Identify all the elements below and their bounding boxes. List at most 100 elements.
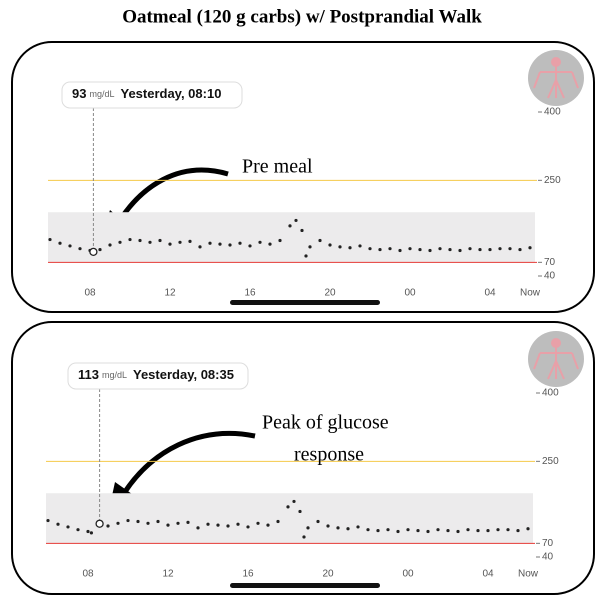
data-point [316, 519, 320, 524]
data-point [528, 246, 532, 250]
data-point [318, 238, 322, 243]
data-point [256, 521, 260, 525]
data-point [446, 528, 450, 533]
data-point [186, 520, 190, 524]
data-point [218, 242, 222, 246]
data-point [508, 247, 512, 251]
data-point [286, 505, 290, 509]
data-point [248, 244, 252, 248]
data-point [428, 248, 432, 253]
data-point [386, 528, 390, 532]
data-point [98, 247, 102, 252]
data-point [166, 523, 170, 527]
y-tick-label: 40 [544, 271, 556, 282]
tooltip-part: mg/dL [102, 370, 127, 380]
annotation: Pre meal [242, 156, 313, 178]
data-point [196, 526, 200, 530]
tooltip-part: 113 [78, 367, 99, 382]
data-point [106, 524, 110, 528]
data-point [136, 519, 140, 524]
tooltip-part: mg/dL [89, 89, 114, 99]
data-point [336, 526, 340, 530]
data-point [300, 228, 304, 233]
tooltip-part: Yesterday, 08:35 [133, 367, 234, 382]
data-point [506, 528, 510, 532]
data-point [388, 247, 392, 251]
tooltip-part: Yesterday, 08:10 [120, 86, 221, 101]
data-point [46, 518, 50, 523]
data-point [308, 245, 312, 249]
y-tick-label: 70 [544, 257, 556, 268]
data-point [128, 237, 132, 242]
x-tick-label: 20 [322, 569, 334, 580]
data-point [146, 521, 150, 525]
data-point [488, 247, 492, 252]
data-point [95, 519, 104, 528]
data-point [306, 526, 310, 530]
y-tick-label: 250 [544, 175, 561, 186]
x-tick-label: 08 [84, 288, 96, 299]
data-point [188, 239, 192, 243]
data-point [294, 218, 298, 223]
x-tick-label: 04 [482, 569, 494, 580]
data-point [396, 529, 400, 534]
arrow [118, 430, 256, 500]
data-point [398, 248, 402, 253]
data-point [498, 247, 502, 251]
data-point [268, 242, 272, 246]
target-range [46, 493, 533, 544]
data-point [328, 243, 332, 247]
scroll-bar [230, 300, 380, 305]
data-point [408, 247, 412, 251]
data-point [438, 247, 442, 251]
data-point [138, 238, 142, 243]
data-point [516, 528, 520, 533]
data-point [338, 245, 342, 249]
data-point [89, 531, 93, 535]
annotation: Peak of glucose [262, 412, 389, 434]
data-point [468, 247, 472, 251]
data-point [116, 521, 120, 525]
data-point [476, 528, 480, 533]
x-tick-label: 04 [484, 288, 496, 299]
data-point [526, 527, 530, 531]
data-point [326, 524, 330, 528]
y-tick-label: 400 [542, 388, 559, 399]
data-point [58, 241, 62, 245]
data-point [418, 247, 422, 252]
scroll-bar [230, 583, 380, 588]
data-point [238, 241, 242, 245]
data-point [78, 247, 82, 251]
x-tick-label: 20 [324, 288, 336, 299]
data-point [178, 240, 182, 244]
x-tick-label: 08 [82, 569, 94, 580]
data-point [278, 238, 282, 243]
data-point [168, 242, 172, 246]
data-point [216, 523, 220, 527]
data-point [358, 244, 362, 248]
data-point [448, 247, 452, 252]
tooltip-part: 93 [72, 86, 86, 101]
data-point [304, 254, 308, 258]
data-point [288, 224, 292, 228]
data-point [368, 247, 372, 251]
data-point [466, 528, 470, 532]
data-point [118, 240, 122, 244]
data-point [302, 535, 306, 539]
data-point [56, 522, 60, 526]
data-point [406, 528, 410, 532]
x-tick-label: 00 [404, 288, 416, 299]
data-point [456, 529, 460, 534]
data-point [518, 247, 522, 252]
data-point [356, 525, 360, 529]
data-point [198, 245, 202, 249]
data-point [436, 528, 440, 532]
y-tick-label: 250 [542, 456, 559, 467]
data-point [376, 528, 380, 533]
x-tick-label: 00 [402, 569, 414, 580]
x-tick-label: 16 [244, 288, 256, 299]
data-point [348, 246, 352, 250]
data-point [478, 247, 482, 252]
data-point [346, 527, 350, 531]
x-tick-label: 12 [162, 569, 174, 580]
